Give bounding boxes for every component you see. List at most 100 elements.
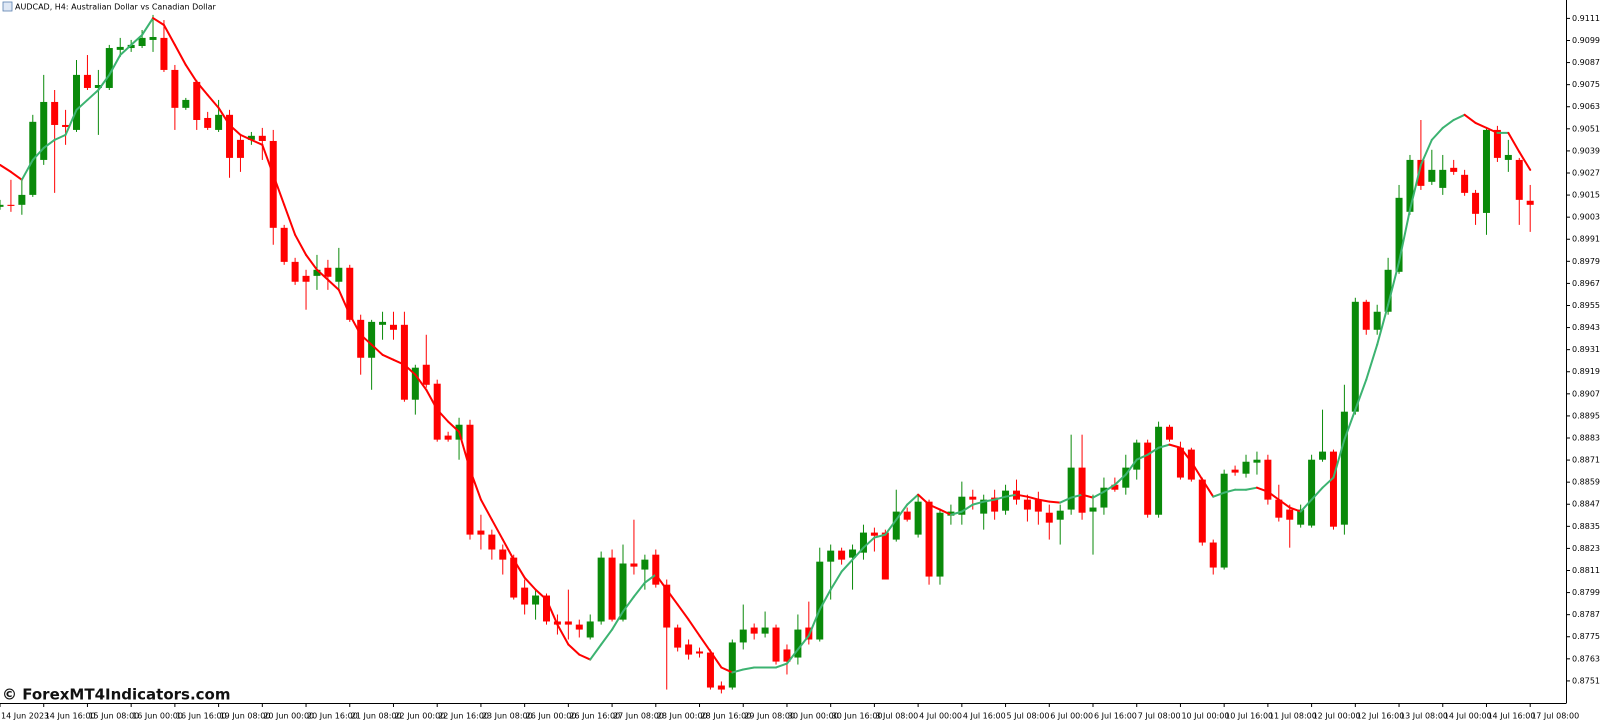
candle-body bbox=[433, 383, 441, 440]
candle-body bbox=[1439, 169, 1447, 188]
ma-segment bbox=[1179, 446, 1193, 463]
ma-segment bbox=[9, 170, 23, 181]
candle-body bbox=[116, 46, 124, 50]
ma-segment bbox=[775, 662, 788, 669]
x-tick-label: 23 Jun 08:00 bbox=[482, 712, 533, 721]
ma-segment bbox=[370, 343, 384, 356]
ma-segment bbox=[785, 648, 799, 665]
ma-segment bbox=[1354, 378, 1368, 411]
candle-body bbox=[280, 227, 288, 262]
candle-body bbox=[1166, 426, 1174, 440]
candle-body bbox=[73, 74, 81, 130]
candle-body bbox=[1242, 461, 1250, 474]
ma-segment bbox=[698, 634, 712, 653]
candle-body bbox=[652, 554, 660, 585]
candle-body bbox=[193, 81, 201, 120]
candle-body bbox=[51, 101, 59, 125]
x-tick-label: 16 Jun 16:00 bbox=[176, 712, 227, 721]
ma-segment bbox=[949, 510, 963, 516]
ma-segment bbox=[1124, 458, 1138, 476]
candle-body bbox=[761, 627, 769, 634]
candle-body bbox=[608, 557, 616, 620]
ma-segment bbox=[337, 288, 351, 316]
candle-body bbox=[1122, 467, 1130, 488]
candle-body bbox=[717, 685, 725, 690]
candle-body bbox=[816, 561, 824, 640]
candle-body bbox=[1450, 167, 1458, 172]
candle-body bbox=[1111, 484, 1119, 490]
ma-segment bbox=[938, 508, 952, 516]
ma-segment bbox=[971, 500, 985, 506]
ma-segment bbox=[447, 420, 461, 433]
ma-segment bbox=[1157, 443, 1171, 449]
ma-segment bbox=[512, 558, 526, 579]
candle-body bbox=[1045, 512, 1053, 523]
candle-body bbox=[1253, 459, 1261, 463]
candle-body bbox=[936, 512, 944, 577]
candle-body bbox=[62, 124, 70, 127]
watermark: © ForexMT4Indicators.com bbox=[2, 686, 231, 704]
candle-body bbox=[794, 629, 802, 658]
ma-segment bbox=[960, 503, 974, 513]
ma-segment bbox=[1092, 490, 1105, 499]
ma-segment bbox=[195, 80, 209, 96]
ma-segment bbox=[75, 98, 89, 111]
ma-segment bbox=[1168, 443, 1182, 449]
x-tick-label: 19 Jun 08:00 bbox=[220, 712, 271, 721]
ma-segment bbox=[1146, 446, 1160, 456]
ma-segment bbox=[982, 498, 996, 503]
candle-body bbox=[302, 275, 310, 282]
candle-body bbox=[29, 121, 37, 195]
candle-body bbox=[215, 114, 223, 130]
ma-segment bbox=[1376, 303, 1390, 346]
ma-segment bbox=[1081, 493, 1094, 499]
candle-body bbox=[750, 627, 758, 634]
candle-body bbox=[772, 627, 780, 662]
ma-segment bbox=[173, 43, 187, 66]
candle-body bbox=[1417, 159, 1425, 186]
candle-body bbox=[1308, 459, 1316, 526]
marks bbox=[0, 14, 1534, 694]
candle-body bbox=[1034, 499, 1042, 512]
ma-segment bbox=[534, 588, 548, 601]
ma-segment bbox=[425, 388, 439, 411]
ma-segment bbox=[283, 203, 297, 236]
candle-body bbox=[1089, 507, 1097, 512]
candle-body bbox=[94, 85, 102, 88]
ma-segment bbox=[20, 158, 34, 181]
candle-body bbox=[258, 135, 266, 141]
candle-body bbox=[521, 587, 529, 605]
candle-body bbox=[1340, 411, 1348, 525]
x-tick-label: 26 Jun 16:00 bbox=[569, 712, 620, 721]
ma-segment bbox=[315, 268, 329, 281]
candle-body bbox=[1482, 129, 1490, 213]
candle-body bbox=[236, 139, 244, 158]
candle-body bbox=[411, 367, 419, 400]
x-tick-label: 5 Jul 08:00 bbox=[1007, 712, 1050, 721]
candle-body bbox=[1384, 269, 1392, 312]
candle-body bbox=[400, 324, 408, 400]
ma-segment bbox=[665, 588, 679, 606]
ma-segment bbox=[97, 73, 111, 91]
ma-segment bbox=[392, 358, 406, 366]
candle-body bbox=[1067, 467, 1075, 510]
x-tick-label: 30 Jun 16:00 bbox=[832, 712, 883, 721]
ma-segment bbox=[1452, 113, 1466, 121]
ma-segment bbox=[523, 576, 537, 591]
ma-segment bbox=[305, 253, 318, 271]
x-tick-label: 14 Jul 00:00 bbox=[1444, 712, 1492, 721]
ma-segment bbox=[578, 653, 592, 661]
candle-body bbox=[335, 267, 343, 282]
ma-segment bbox=[1365, 343, 1379, 381]
candle-body bbox=[641, 559, 649, 570]
